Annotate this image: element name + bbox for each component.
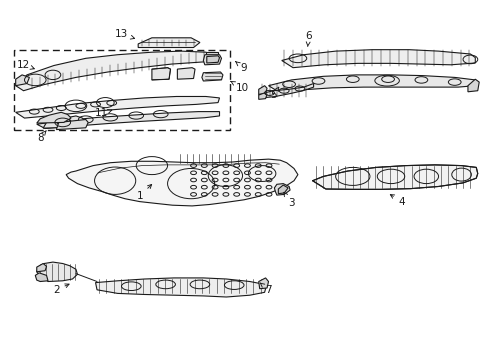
Polygon shape xyxy=(56,120,88,130)
Polygon shape xyxy=(207,56,220,63)
Text: 9: 9 xyxy=(236,62,247,73)
Polygon shape xyxy=(138,38,200,48)
Text: 8: 8 xyxy=(37,131,46,143)
Polygon shape xyxy=(269,75,475,93)
Text: 6: 6 xyxy=(305,31,312,46)
Polygon shape xyxy=(16,51,213,91)
Polygon shape xyxy=(37,264,47,272)
Polygon shape xyxy=(35,273,48,282)
Polygon shape xyxy=(203,55,221,65)
Text: 4: 4 xyxy=(391,194,405,207)
Polygon shape xyxy=(37,262,77,282)
Polygon shape xyxy=(259,86,267,94)
Polygon shape xyxy=(37,112,71,123)
Text: 13: 13 xyxy=(115,29,135,39)
Text: 10: 10 xyxy=(231,81,249,93)
Text: 1: 1 xyxy=(136,184,151,201)
Polygon shape xyxy=(16,75,29,86)
Polygon shape xyxy=(152,68,171,80)
Bar xyxy=(14,50,230,130)
Polygon shape xyxy=(259,93,267,99)
Polygon shape xyxy=(259,84,314,98)
Polygon shape xyxy=(282,50,475,68)
Polygon shape xyxy=(274,184,290,195)
Polygon shape xyxy=(278,185,288,194)
Polygon shape xyxy=(313,165,478,189)
Polygon shape xyxy=(202,72,223,81)
Polygon shape xyxy=(259,278,269,289)
Text: 2: 2 xyxy=(53,284,69,295)
Polygon shape xyxy=(43,116,86,128)
Text: 7: 7 xyxy=(260,283,272,295)
Polygon shape xyxy=(96,278,266,297)
Polygon shape xyxy=(37,112,220,129)
Polygon shape xyxy=(177,68,195,79)
Polygon shape xyxy=(206,52,218,58)
Text: 12: 12 xyxy=(17,60,34,70)
Text: 5: 5 xyxy=(270,87,279,100)
Polygon shape xyxy=(16,96,220,118)
Polygon shape xyxy=(468,79,479,92)
Polygon shape xyxy=(66,159,298,206)
Text: 11: 11 xyxy=(95,108,112,118)
Text: 3: 3 xyxy=(284,192,295,208)
